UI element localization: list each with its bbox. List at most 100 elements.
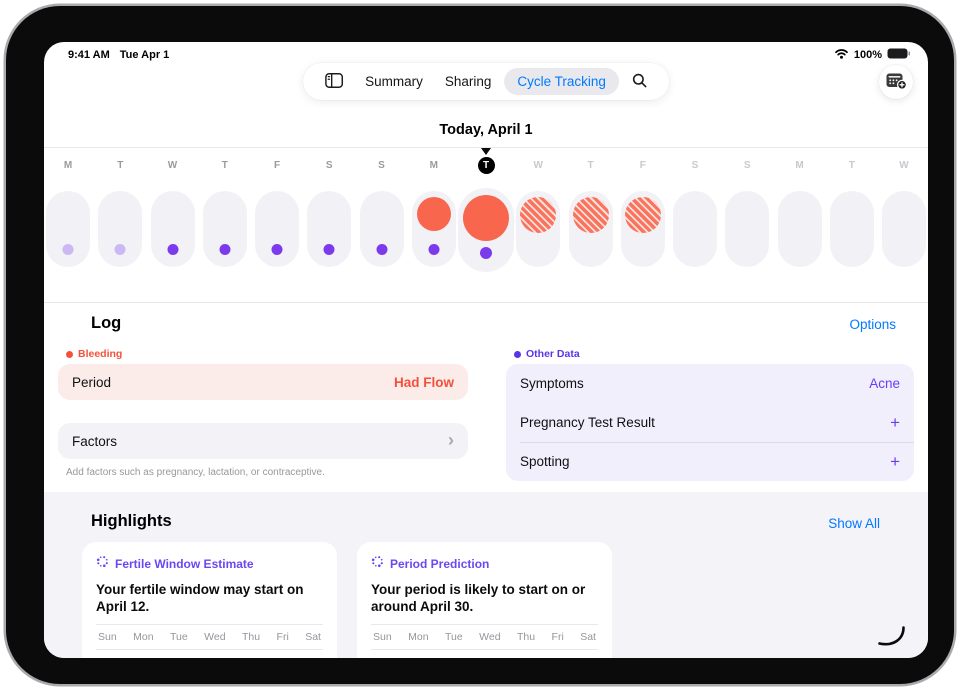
other-data-row-label: Pregnancy Test Result [520, 415, 655, 430]
day-cell[interactable] [568, 191, 613, 267]
day-cell[interactable] [620, 191, 665, 267]
other-data-row-value: Acne [869, 376, 900, 391]
corner-flourish [878, 626, 905, 654]
predicted-period-circle-icon [572, 197, 609, 233]
highlight-card-header: Fertile Window Estimate [96, 555, 323, 573]
divider [96, 649, 323, 650]
weekday-label: Thu [517, 631, 536, 643]
period-row[interactable]: Period Had Flow [58, 364, 468, 400]
add-plus-icon: + [890, 413, 900, 432]
other-data-row-label: Spotting [520, 454, 570, 469]
logged-data-dot-icon [219, 244, 231, 255]
factors-label: Factors [72, 433, 118, 449]
prediction-sparkle-icon [96, 555, 109, 573]
logged-data-dot-icon [114, 244, 126, 255]
sidebar-toggle-button[interactable] [316, 67, 352, 97]
predicted-period-circle-icon [624, 197, 661, 233]
weekday-label: Thu [242, 631, 261, 643]
weekday-label: Mon [133, 631, 154, 643]
other-data-row[interactable]: Pregnancy Test Result + [506, 403, 914, 442]
highlight-card-title: Fertile Window Estimate [115, 557, 254, 571]
weekday-label: Sun [373, 631, 392, 643]
day-cell[interactable] [307, 191, 352, 267]
logged-data-dot-icon [323, 244, 335, 255]
logged-data-dot-icon [62, 244, 74, 255]
add-cycle-log-button[interactable] [879, 65, 913, 99]
calendar-add-icon [886, 71, 907, 93]
day-cell[interactable] [725, 191, 770, 267]
options-link[interactable]: Options [849, 317, 896, 332]
day-cell[interactable] [359, 191, 404, 267]
today-marker-icon [481, 148, 491, 155]
battery-icon [887, 48, 910, 62]
weekday-label: Tue [170, 631, 188, 643]
highlight-card-body: Your period is likely to start on or aro… [371, 582, 586, 614]
tab-summary[interactable]: Summary [356, 68, 432, 95]
factors-row[interactable]: Factors › [58, 423, 468, 459]
weekday-label: Fri [551, 631, 564, 643]
divider [371, 649, 598, 650]
show-all-link[interactable]: Show All [828, 516, 880, 531]
highlight-card-header: Period Prediction [371, 555, 598, 573]
day-cell[interactable] [516, 191, 561, 267]
day-cell[interactable] [458, 188, 514, 272]
sidebar-icon [325, 72, 344, 91]
period-circle-icon [416, 197, 451, 231]
day-cell[interactable] [829, 191, 874, 267]
battery-percent: 100% [853, 49, 882, 61]
day-letter-today: T [477, 157, 495, 174]
search-button[interactable] [623, 67, 656, 97]
day-cell[interactable] [46, 191, 90, 267]
day-cell[interactable] [411, 191, 456, 267]
weekday-label: Sun [98, 631, 117, 643]
divider [96, 624, 323, 625]
ipad-frame: 9:41 AM Tue Apr 1 100% [6, 6, 954, 684]
highlight-card-body: Your fertile window may start on April 1… [96, 582, 304, 614]
day-letter: T [221, 160, 228, 171]
day-cell[interactable] [882, 191, 926, 267]
tab-sharing[interactable]: Sharing [436, 68, 501, 95]
day-letter: F [273, 160, 281, 171]
other-data-card: Symptoms Acne Pregnancy Test Result + Spotti… [506, 364, 914, 481]
logged-data-dot-icon [480, 247, 492, 259]
period-value: Had Flow [394, 374, 454, 390]
highlight-card-title: Period Prediction [390, 557, 490, 571]
divider [520, 442, 914, 443]
nav-bar: Summary Sharing Cycle Tracking [303, 63, 669, 100]
highlights-section: Highlights Show All Fertile Window Estim… [44, 492, 928, 658]
logged-data-dot-icon [428, 244, 440, 255]
weekday-label: Wed [204, 631, 226, 643]
prediction-sparkle-icon [371, 555, 384, 573]
today-title: Today, April 1 [439, 122, 533, 138]
period-circle-icon [463, 195, 509, 241]
logged-data-dot-icon [271, 244, 283, 255]
day-letter: W [533, 160, 543, 171]
day-cell[interactable] [202, 191, 247, 267]
day-letter: S [378, 160, 385, 171]
day-letter: M [63, 160, 73, 171]
status-time: 9:41 AM [68, 49, 110, 61]
day-cell[interactable] [777, 191, 822, 267]
tab-cycle-tracking[interactable]: Cycle Tracking [504, 68, 619, 95]
day-letter: T [848, 160, 855, 171]
day-letter: T [117, 160, 124, 171]
bleeding-dot-icon [66, 350, 73, 358]
other-data-row[interactable]: Spotting + [506, 442, 914, 481]
status-date: Tue Apr 1 [119, 49, 170, 61]
chevron-right-icon: › [448, 430, 454, 450]
mini-week-header: Sun Mon Tue Wed Thu Fri Sat [96, 631, 323, 643]
other-data-row[interactable]: Symptoms Acne [506, 364, 914, 403]
highlight-card[interactable]: Fertile Window Estimate Your fertile wind… [82, 542, 337, 658]
weekday-label: Mon [408, 631, 429, 643]
day-cell[interactable] [98, 191, 143, 267]
day-cell[interactable] [673, 191, 717, 267]
weekday-label: Sat [580, 631, 596, 643]
day-letter: W [899, 160, 909, 171]
day-cell[interactable] [150, 191, 195, 267]
wifi-icon [834, 48, 849, 62]
day-letter: W [167, 160, 178, 171]
day-cell[interactable] [255, 191, 299, 267]
other-data-label: Other Data [514, 348, 580, 360]
highlight-card[interactable]: Period Prediction Your period is likely t… [357, 542, 612, 658]
